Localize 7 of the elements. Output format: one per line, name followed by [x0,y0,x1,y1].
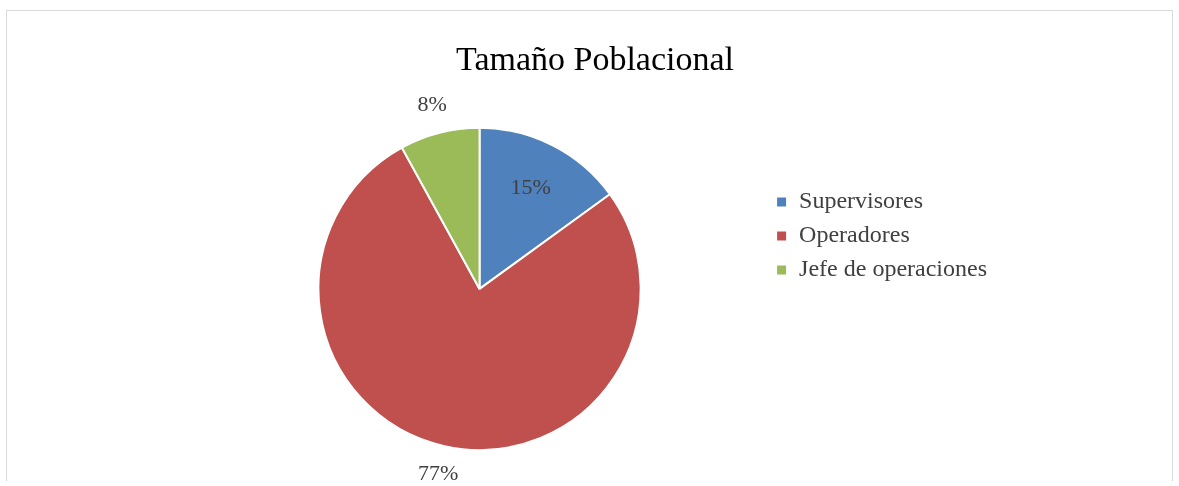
data-label: 8% [417,90,447,116]
chart-title: Tamaño Poblacional [455,40,735,78]
legend-label: Supervisores [799,187,924,214]
data-label: 15% [510,174,551,200]
legend-label: Jefe de operaciones [799,255,988,282]
data-label: 77% [417,460,459,486]
legend-label: Operadores [799,221,910,248]
